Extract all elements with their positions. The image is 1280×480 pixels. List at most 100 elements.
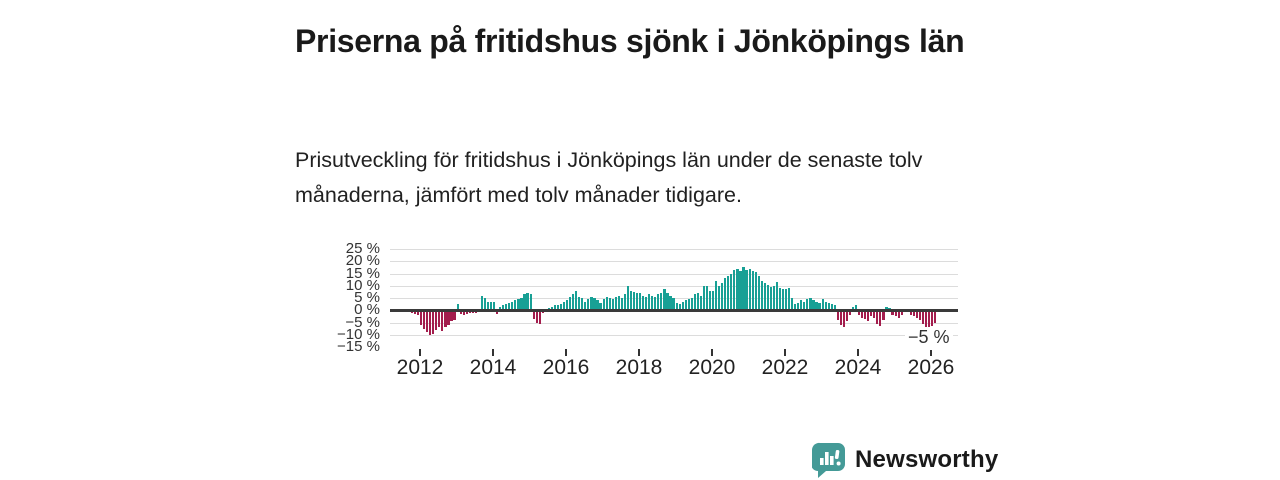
bar [815,301,818,311]
bar [550,306,553,311]
bar [538,310,541,324]
bar [617,295,620,311]
bar [870,310,873,317]
bar [620,298,623,311]
bar [480,295,484,311]
bar [499,306,502,311]
bar [566,300,569,311]
x-axis-label: 2022 [761,356,809,379]
bar [827,302,830,311]
bar [502,305,505,311]
bar [654,296,657,311]
y-axis-label: 10 % [345,276,380,294]
bar [429,310,432,335]
bar [836,310,839,321]
x-tick [638,349,640,356]
bar [447,310,450,325]
plot-area [390,249,958,347]
bar [590,296,593,311]
y-axis-label: 25 % [345,240,380,257]
bar [733,269,736,311]
bar [569,296,572,311]
bar [614,296,617,311]
bar [921,310,925,324]
bar [556,305,560,311]
bar [483,298,487,311]
bar [639,293,642,311]
bar [416,310,420,316]
bar [599,302,602,311]
x-axis-label: 2014 [469,356,517,379]
bar [672,298,675,311]
x-tick [419,349,421,356]
bar [675,302,678,311]
bar [821,299,824,311]
bar [438,310,441,328]
gridline [390,249,958,250]
latest-value-annotation: −5 % [905,327,953,350]
bar [858,310,861,316]
bar [459,310,462,314]
bar [526,293,529,311]
bar [712,290,715,311]
bar [684,300,687,311]
bar [608,298,611,311]
zero-line [390,309,958,312]
bar [824,301,827,311]
bar [867,310,870,322]
bar [760,280,763,311]
bar [529,294,532,311]
x-axis-label: 2026 [907,356,955,379]
bar [724,278,727,311]
x-tick [492,349,494,356]
bar [611,299,614,311]
bar [696,293,699,311]
y-axis-label: −5 % [345,313,380,331]
bar [830,304,833,311]
bar [708,290,712,311]
bar [493,301,496,311]
bar [791,298,794,311]
gridline [390,261,958,263]
bar [651,295,654,311]
bar [523,294,526,311]
bar [839,310,842,325]
bar [562,301,566,311]
bar [736,268,739,311]
bar [645,296,648,311]
bar [745,269,748,311]
bar [444,310,447,328]
bar [669,295,672,311]
gridline [390,334,958,336]
bar [931,310,934,327]
bar [441,310,444,332]
bar [797,302,800,311]
gridline [390,285,958,287]
bar [642,295,645,311]
bar [754,272,757,311]
bar [769,286,772,311]
bar [486,301,490,311]
bar [702,285,706,311]
bar [489,301,493,311]
bar [842,310,845,328]
bar [879,310,882,327]
bar [751,271,754,311]
x-axis-label: 2018 [615,356,663,379]
bar [845,310,849,322]
bar [757,275,760,311]
bar [629,290,633,311]
bar [587,299,590,311]
bar [785,289,788,311]
bar [575,290,578,311]
bar [833,305,836,311]
bar [632,291,636,311]
bar [511,301,514,311]
bar [413,310,417,314]
bar [806,299,809,311]
bar [559,304,563,311]
bar [505,304,508,311]
bar [584,301,587,311]
bar [453,310,456,321]
bar [882,310,885,321]
